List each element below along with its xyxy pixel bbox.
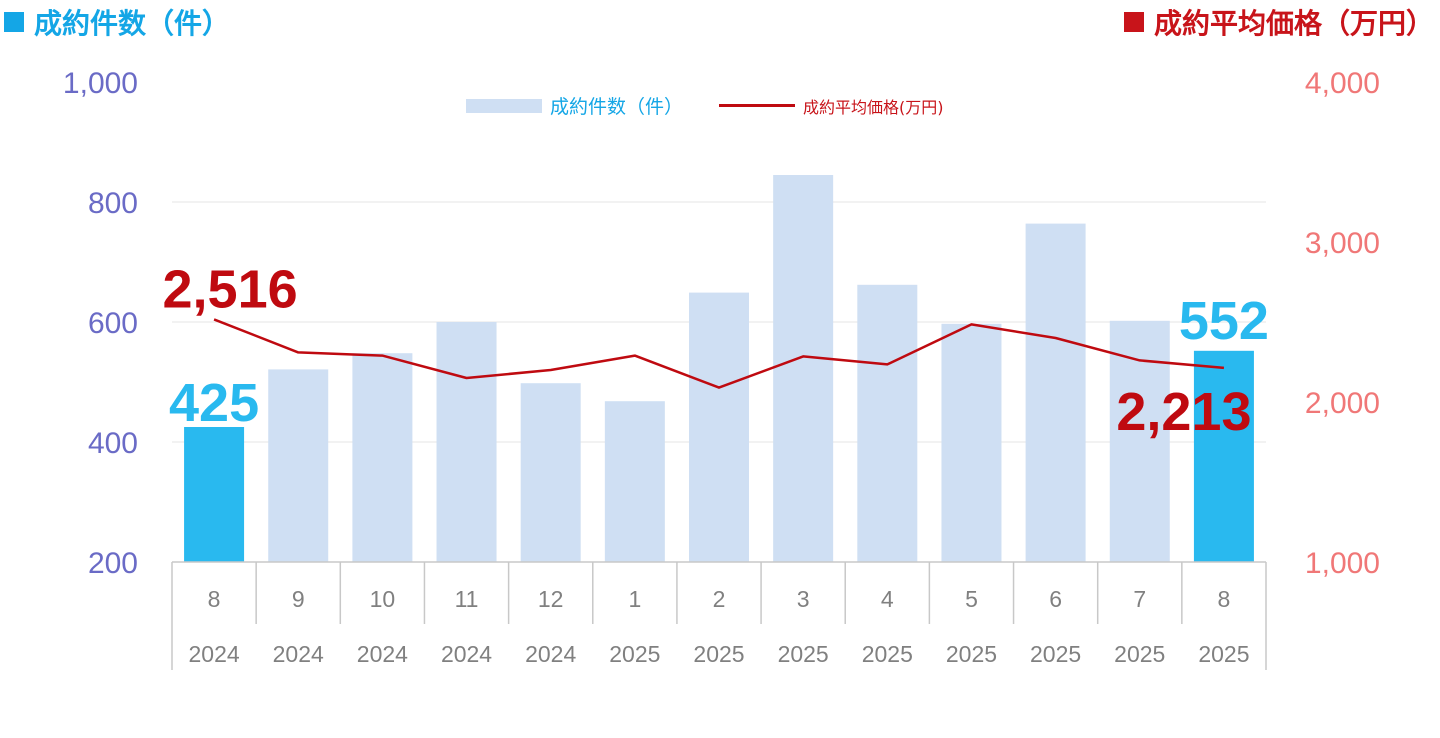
month-label: 8 bbox=[208, 586, 221, 612]
year-label: 2025 bbox=[778, 641, 829, 667]
right-axis-title: 成約平均価格（万円） bbox=[1123, 2, 1434, 42]
month-label: 2 bbox=[713, 586, 726, 612]
right-tick-label: 3,000 bbox=[1305, 227, 1380, 260]
bar bbox=[689, 292, 749, 562]
year-label: 2025 bbox=[609, 641, 660, 667]
bar bbox=[941, 323, 1002, 562]
left-tick-label: 600 bbox=[88, 307, 138, 340]
bar bbox=[857, 284, 918, 562]
year-label: 2024 bbox=[441, 641, 492, 667]
year-label: 2025 bbox=[946, 641, 997, 667]
legend-line-label: 成約平均価格(万円) bbox=[803, 97, 944, 117]
bar bbox=[268, 369, 329, 562]
month-label: 7 bbox=[1133, 586, 1146, 612]
first-price-label: 2,516 bbox=[163, 259, 298, 319]
month-label: 9 bbox=[292, 586, 305, 612]
legend-line-swatch bbox=[719, 104, 796, 107]
month-label: 4 bbox=[881, 586, 894, 612]
left-tick-label: 200 bbox=[88, 547, 138, 580]
right-title-square-icon bbox=[1123, 12, 1144, 32]
right-title-text: 成約平均価格（万円） bbox=[1153, 7, 1434, 40]
bar bbox=[520, 383, 581, 562]
axes: 200 400 600 800 1,000 1,000 2,000 3,000 4,000 8 9 1… bbox=[63, 67, 1380, 670]
bar bbox=[773, 175, 834, 562]
left-tick-label: 1,000 bbox=[63, 67, 138, 100]
month-label: 5 bbox=[965, 586, 978, 612]
year-label: 2025 bbox=[1198, 641, 1249, 667]
left-axis-title: 成約件数（件） bbox=[4, 2, 230, 42]
month-label: 10 bbox=[370, 586, 396, 612]
last-price-label: 2,213 bbox=[1116, 382, 1251, 442]
chart-legend: 成約件数（件） 成約平均価格(万円) bbox=[466, 92, 944, 119]
left-title-text: 成約件数（件） bbox=[34, 7, 231, 40]
right-tick-label: 2,000 bbox=[1305, 387, 1380, 420]
left-tick-label: 400 bbox=[88, 427, 138, 460]
line-series bbox=[213, 318, 1225, 389]
legend-bar-swatch bbox=[466, 98, 542, 113]
right-tick-label: 1,000 bbox=[1305, 547, 1380, 580]
bar bbox=[352, 353, 413, 562]
bar bbox=[436, 322, 497, 562]
first-count-label: 425 bbox=[169, 373, 259, 433]
bar bbox=[1193, 350, 1254, 562]
year-label: 2025 bbox=[1114, 641, 1165, 667]
year-label: 2025 bbox=[693, 641, 744, 667]
left-tick-label: 800 bbox=[88, 187, 138, 220]
year-label: 2024 bbox=[188, 641, 239, 667]
left-title-square-icon bbox=[4, 12, 24, 32]
month-label: 1 bbox=[628, 586, 641, 612]
bar bbox=[184, 427, 245, 562]
year-label: 2025 bbox=[862, 641, 913, 667]
year-label: 2024 bbox=[525, 641, 576, 667]
data-labels: 425 552 2,516 2,213 bbox=[163, 259, 1269, 441]
last-count-label: 552 bbox=[1179, 291, 1269, 351]
month-label: 3 bbox=[797, 586, 810, 612]
month-label: 12 bbox=[538, 586, 564, 612]
year-label: 2024 bbox=[273, 641, 324, 667]
month-label: 11 bbox=[455, 586, 479, 612]
legend-bar-label: 成約件数（件） bbox=[550, 96, 684, 118]
month-label: 6 bbox=[1049, 586, 1062, 612]
month-label: 8 bbox=[1218, 586, 1231, 612]
year-label: 2024 bbox=[357, 641, 408, 667]
bar bbox=[604, 401, 665, 562]
bar-series bbox=[184, 175, 1254, 562]
bar bbox=[1025, 223, 1086, 562]
year-label: 2025 bbox=[1030, 641, 1081, 667]
right-tick-label: 4,000 bbox=[1305, 67, 1380, 100]
